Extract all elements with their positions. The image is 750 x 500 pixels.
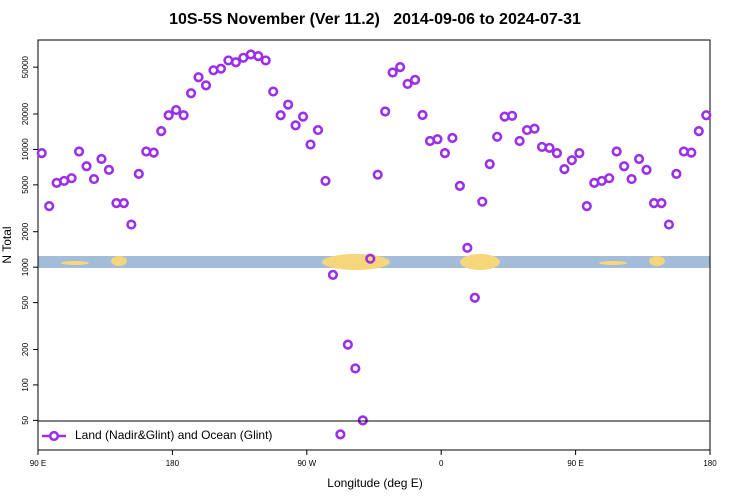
chart-title: 10S-5S November (Ver 11.2) 2014-09-06 to…: [169, 11, 581, 28]
point: [492, 131, 503, 142]
y-axis-label: N Total: [0, 226, 14, 263]
y-tick-label: 100: [21, 378, 30, 392]
point: [633, 153, 645, 165]
point: [551, 148, 563, 159]
point: [604, 173, 615, 184]
legend-label: Land (Nadir&Glint) and Ocean (Glint): [75, 428, 272, 442]
point: [395, 62, 406, 73]
point: [409, 74, 421, 85]
x-tick-label: 180: [703, 459, 717, 468]
x-tick-label: 90 E: [567, 459, 583, 468]
point: [626, 173, 637, 185]
point: [357, 415, 368, 426]
point: [268, 86, 279, 97]
y-tick-label: 10000: [21, 138, 30, 161]
point: [88, 173, 100, 185]
x-tick-label: 90 E: [30, 459, 46, 468]
point: [200, 80, 212, 91]
point: [469, 292, 480, 303]
point: [387, 67, 398, 78]
point: [462, 242, 473, 253]
point: [81, 161, 92, 172]
point: [663, 219, 675, 230]
point: [283, 99, 294, 110]
point: [260, 55, 271, 66]
point: [312, 124, 324, 136]
point: [507, 110, 518, 121]
y-tick-label: 20000: [21, 102, 30, 125]
point: [96, 153, 107, 165]
y-tick-label: 50000: [21, 55, 30, 78]
point: [671, 168, 682, 179]
point: [693, 126, 704, 137]
point: [36, 148, 47, 159]
point: [215, 63, 227, 74]
point: [163, 110, 174, 121]
point: [439, 148, 451, 159]
y-tick-label: 1000: [21, 258, 30, 276]
y-tick-label: 500: [21, 295, 30, 309]
point: [559, 164, 570, 175]
point: [365, 253, 376, 264]
point: [686, 147, 697, 158]
point: [372, 169, 383, 180]
point: [544, 142, 555, 154]
point: [275, 110, 286, 121]
point: [350, 363, 361, 374]
x-axis-label: Longitude (deg E): [327, 476, 422, 490]
point: [641, 164, 652, 176]
point: [417, 109, 428, 121]
point: [327, 269, 339, 280]
point: [290, 120, 301, 131]
y-tick-label: 50: [21, 415, 30, 424]
y-tick-label: 5000: [21, 175, 30, 193]
point: [193, 72, 204, 83]
point: [126, 219, 137, 230]
point: [230, 57, 241, 68]
point: [581, 201, 592, 212]
point: [447, 132, 458, 144]
legend-box: [37, 420, 711, 451]
point: [156, 126, 167, 137]
point: [185, 88, 197, 99]
y-tick-label: 2000: [21, 222, 30, 240]
point: [253, 51, 264, 62]
point: [342, 339, 353, 350]
point: [148, 147, 159, 158]
point: [566, 155, 577, 166]
point: [133, 168, 144, 179]
x-tick-label: 90 W: [297, 459, 316, 468]
point: [701, 110, 712, 121]
plot-frame: [37, 39, 711, 451]
point: [297, 111, 309, 122]
y-tick-label: 200: [21, 342, 30, 356]
point: [103, 164, 115, 176]
point: [118, 198, 129, 209]
point: [402, 78, 413, 90]
point: [574, 148, 585, 159]
point: [178, 110, 189, 121]
point: [305, 139, 316, 150]
point: [484, 159, 495, 170]
point: [171, 104, 182, 116]
x-tick-label: 180: [166, 459, 180, 468]
point: [320, 175, 331, 187]
point: [44, 201, 55, 212]
point: [432, 134, 443, 145]
point: [66, 173, 77, 184]
point: [656, 198, 667, 209]
point: [529, 123, 540, 134]
point: [73, 146, 85, 157]
point: [454, 180, 465, 192]
point: [380, 106, 391, 117]
legend-marker: [48, 430, 60, 442]
x-tick-label: 0: [439, 459, 444, 468]
point: [514, 135, 525, 147]
point: [477, 196, 488, 207]
point: [611, 146, 622, 157]
point: [619, 161, 630, 172]
point: [335, 429, 346, 440]
